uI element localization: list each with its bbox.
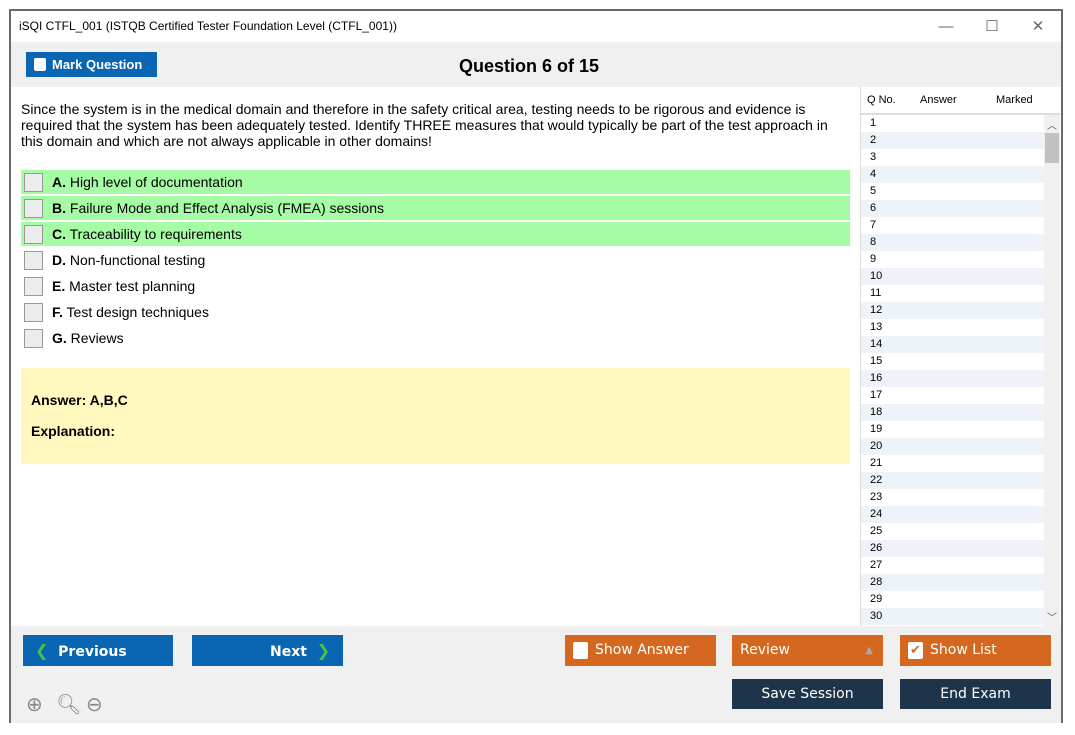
option-label: F. Test design techniques	[52, 304, 209, 320]
scroll-up-icon[interactable]: ︿	[1047, 121, 1057, 132]
option-checkbox[interactable]	[24, 173, 43, 192]
list-row[interactable]: 3	[870, 151, 877, 163]
end-exam-button[interactable]: End Exam	[900, 679, 1051, 709]
list-row[interactable]: 7	[870, 219, 877, 231]
option-d[interactable]: D. Non-functional testing	[21, 248, 850, 272]
show-list-button[interactable]: ✔ Show List	[900, 635, 1051, 666]
option-checkbox[interactable]	[24, 303, 43, 322]
option-checkbox[interactable]	[24, 225, 43, 244]
window-title: iSQI CTFL_001 (ISTQB Certified Tester Fo…	[19, 19, 397, 33]
list-row[interactable]: 17	[870, 389, 883, 401]
list-row[interactable]: 16	[861, 370, 1044, 387]
option-e[interactable]: E. Master test planning	[21, 274, 850, 298]
list-row[interactable]: 20	[861, 438, 1044, 455]
list-row[interactable]: 19	[870, 423, 883, 435]
chevron-right-icon: ❯	[316, 641, 331, 660]
list-row[interactable]: 21	[870, 457, 883, 469]
show-list-label: Show List	[930, 642, 997, 658]
list-row[interactable]: 9	[870, 253, 877, 265]
minimize-button[interactable]: —	[938, 18, 954, 35]
mark-question-button[interactable]: Mark Question	[26, 52, 157, 77]
question-list: Q No. Answer Marked 1 2 3 4 5 6 7 8 9 10 11 12 13 14 1…	[860, 87, 1060, 626]
list-row[interactable]: 5	[870, 185, 877, 197]
option-label: C. Traceability to requirements	[52, 226, 242, 242]
list-row[interactable]: 14	[861, 336, 1044, 353]
close-button[interactable]: ✕	[1031, 18, 1045, 35]
list-row[interactable]: 22	[861, 472, 1044, 489]
col-marked: Marked	[996, 94, 1033, 106]
checkbox-icon	[573, 642, 588, 659]
list-row[interactable]: 18	[861, 404, 1044, 421]
list-row[interactable]: 1	[870, 117, 877, 129]
list-row[interactable]: 30	[861, 608, 1044, 625]
maximize-button[interactable]: ☐	[985, 18, 999, 35]
option-label: D. Non-functional testing	[52, 252, 206, 268]
list-row[interactable]: 12	[861, 302, 1044, 319]
explanation-label: Explanation:	[31, 423, 116, 439]
option-f[interactable]: F. Test design techniques	[21, 300, 850, 324]
list-row[interactable]: 26	[861, 540, 1044, 557]
scroll-thumb[interactable]	[1045, 133, 1059, 163]
list-row[interactable]: 4	[861, 166, 1044, 183]
show-answer-button[interactable]: Show Answer	[565, 635, 716, 666]
list-row[interactable]: 13	[870, 321, 883, 333]
list-row[interactable]: 10	[861, 268, 1044, 285]
option-label: A. High level of documentation	[52, 174, 243, 190]
app-window: iSQI CTFL_001 (ISTQB Certified Tester Fo…	[9, 9, 1063, 723]
list-scrollbar[interactable]: ︿ ﹀	[1044, 115, 1060, 626]
question-text: Since the system is in the medical domai…	[21, 101, 828, 149]
list-row[interactable]: 25	[870, 525, 883, 537]
review-label: Review	[740, 642, 790, 658]
list-row[interactable]: 15	[870, 355, 883, 367]
zoom-reset-icon[interactable]: 🔍︎	[56, 694, 82, 716]
show-answer-label: Show Answer	[595, 642, 689, 658]
zoom-out-icon[interactable]: ⊖	[86, 694, 103, 716]
zoom-in-icon[interactable]: ⊕	[26, 694, 43, 716]
next-button[interactable]: Next ❯	[192, 635, 343, 666]
option-g[interactable]: G. Reviews	[21, 326, 850, 350]
list-row[interactable]: 29	[870, 593, 883, 605]
option-checkbox[interactable]	[24, 277, 43, 296]
col-qno: Q No.	[867, 94, 896, 106]
next-label: Next	[270, 644, 307, 660]
option-checkbox[interactable]	[24, 199, 43, 218]
option-label: E. Master test planning	[52, 278, 196, 294]
list-row[interactable]: 23	[870, 491, 883, 503]
save-session-button[interactable]: Save Session	[732, 679, 883, 709]
list-row[interactable]: 2	[861, 132, 1044, 149]
option-a[interactable]: A. High level of documentation	[21, 170, 850, 194]
option-b[interactable]: B. Failure Mode and Effect Analysis (FME…	[21, 196, 850, 220]
question-counter: Question 6 of 15	[459, 56, 600, 76]
option-checkbox[interactable]	[24, 251, 43, 270]
scroll-down-icon[interactable]: ﹀	[1047, 613, 1057, 624]
caret-up-icon: ▲	[865, 645, 873, 656]
option-c[interactable]: C. Traceability to requirements	[21, 222, 850, 246]
chevron-left-icon: ❮	[35, 641, 49, 660]
previous-button[interactable]: ❮ Previous	[23, 635, 173, 666]
answer-text: Answer: A,B,C	[31, 392, 128, 408]
checkbox-checked-icon: ✔	[908, 642, 923, 659]
option-checkbox[interactable]	[24, 329, 43, 348]
checkbox-icon	[34, 58, 46, 71]
list-row[interactable]: 11	[870, 287, 882, 299]
list-row[interactable]: 8	[861, 234, 1044, 251]
list-row[interactable]: 24	[861, 506, 1044, 523]
list-row[interactable]: 6	[861, 200, 1044, 217]
footer: ❮ Previous Next ❯ Show Answer Review ▲ ✔ S…	[11, 626, 1061, 723]
list-header: Q No. Answer Marked	[861, 87, 1060, 115]
answer-box: Answer: A,B,C Explanation:	[21, 368, 850, 464]
list-row[interactable]: 28	[861, 574, 1044, 591]
title-bar: iSQI CTFL_001 (ISTQB Certified Tester Fo…	[11, 11, 1061, 42]
previous-label: Previous	[58, 644, 127, 660]
option-label: G. Reviews	[52, 330, 124, 346]
mark-question-label: Mark Question	[52, 57, 143, 72]
option-label: B. Failure Mode and Effect Analysis (FME…	[52, 200, 384, 216]
header: Mark Question Question 6 of 15	[11, 42, 1061, 87]
question-pane: Since the system is in the medical domai…	[11, 87, 860, 626]
col-answer: Answer	[920, 94, 957, 106]
review-dropdown[interactable]: Review ▲	[732, 635, 883, 666]
list-row[interactable]: 27	[870, 559, 883, 571]
